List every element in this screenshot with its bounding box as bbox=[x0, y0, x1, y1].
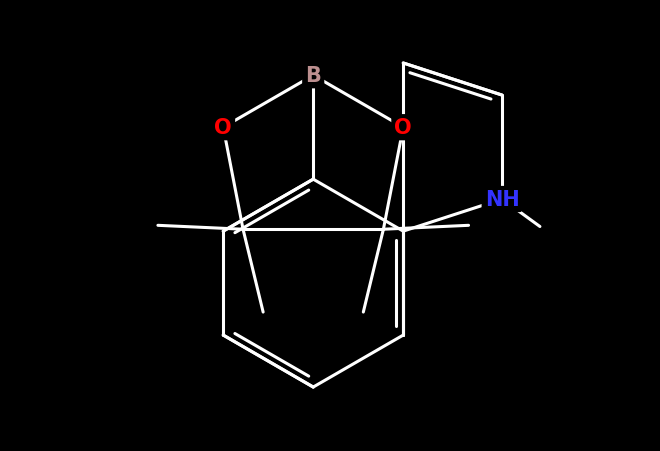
Text: NH: NH bbox=[484, 189, 519, 210]
Text: O: O bbox=[395, 118, 412, 138]
Text: B: B bbox=[306, 66, 321, 86]
Text: O: O bbox=[214, 118, 232, 138]
